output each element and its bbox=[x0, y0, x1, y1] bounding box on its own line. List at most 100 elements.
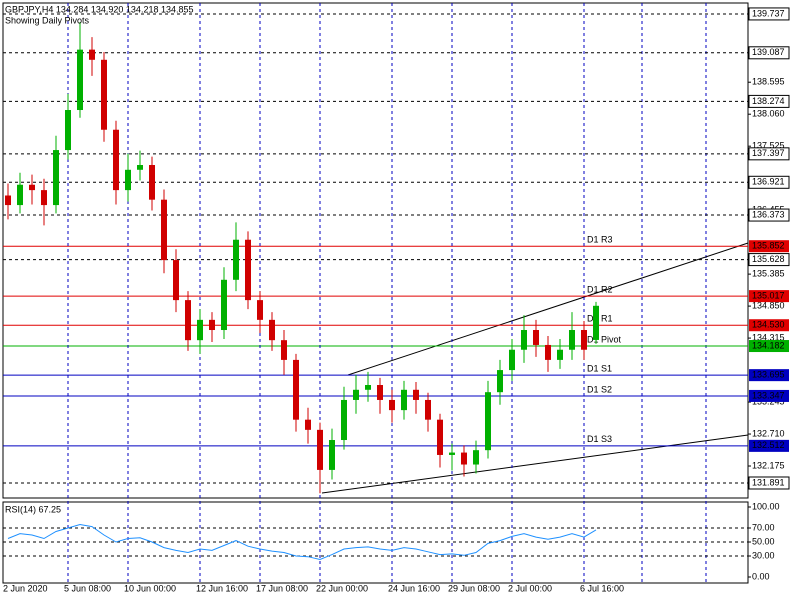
candle-body bbox=[293, 359, 299, 420]
candle-body bbox=[413, 389, 419, 400]
pivot-label: 134.530 bbox=[752, 320, 785, 330]
candle-body bbox=[29, 184, 35, 191]
candle-body bbox=[401, 389, 407, 411]
x-tick-label: 6 Jul 16:00 bbox=[580, 583, 624, 593]
candle-body bbox=[65, 110, 71, 151]
level-label: 131.891 bbox=[752, 477, 785, 487]
y-tick-label: 134.315 bbox=[752, 332, 785, 342]
candle-body bbox=[101, 59, 107, 130]
level-box bbox=[748, 46, 790, 60]
pivot-name: D1 R3 bbox=[587, 235, 613, 245]
level-label: 138.274 bbox=[752, 96, 785, 106]
candle-body bbox=[137, 165, 143, 170]
candle-body bbox=[113, 129, 119, 191]
candle-body bbox=[89, 49, 95, 60]
symbol-line: GBPJPY,H4 134.284 134.920 134.218 134.85… bbox=[5, 4, 194, 14]
level-box bbox=[748, 147, 790, 161]
pivot-name: D1 S3 bbox=[587, 434, 612, 444]
level-label: 135.628 bbox=[752, 254, 785, 264]
candle-body bbox=[245, 239, 251, 301]
candle-body bbox=[305, 419, 311, 430]
candle-body bbox=[509, 349, 515, 371]
candle-body bbox=[569, 330, 575, 350]
candle-body bbox=[221, 279, 227, 331]
y-tick-label: 137.525 bbox=[752, 141, 785, 151]
candle-body bbox=[257, 300, 263, 320]
candle-body bbox=[149, 165, 155, 200]
candle-body bbox=[125, 169, 131, 191]
level-box bbox=[748, 208, 790, 222]
pivot-label: 133.695 bbox=[752, 370, 785, 380]
y-tick-label: 0.00 bbox=[752, 571, 770, 581]
candle-body bbox=[377, 385, 383, 400]
candle-body bbox=[533, 330, 539, 345]
y-tick-label: 134.850 bbox=[752, 300, 785, 310]
candle-body bbox=[389, 399, 395, 411]
level-label: 136.373 bbox=[752, 209, 785, 219]
pivot-box bbox=[749, 369, 789, 382]
y-tick-label: 50.00 bbox=[752, 536, 775, 546]
candle-body bbox=[437, 419, 443, 455]
pivot-label: 135.852 bbox=[752, 241, 785, 251]
candle-body bbox=[5, 195, 11, 206]
level-label: 137.397 bbox=[752, 148, 785, 158]
candle-body bbox=[41, 190, 47, 206]
candle-body bbox=[485, 392, 491, 451]
candle-body bbox=[497, 370, 503, 393]
candle-body bbox=[341, 399, 347, 441]
level-box bbox=[748, 253, 790, 267]
y-tick-label: 132.175 bbox=[752, 460, 785, 470]
candle-body bbox=[77, 49, 83, 111]
y-tick-label: 138.060 bbox=[752, 109, 785, 119]
candle-body bbox=[449, 452, 455, 455]
y-tick-label: 30.00 bbox=[752, 550, 775, 560]
x-tick-label: 12 Jun 16:00 bbox=[196, 583, 248, 593]
candle-body bbox=[425, 399, 431, 420]
level-box bbox=[748, 476, 790, 490]
y-tick-label: 100.00 bbox=[752, 501, 780, 511]
level-box bbox=[748, 175, 790, 189]
pivot-box bbox=[749, 340, 789, 353]
level-label: 136.921 bbox=[752, 177, 785, 187]
x-tick-label: 29 Jun 08:00 bbox=[448, 583, 500, 593]
pivots-note: Showing Daily Pivots bbox=[5, 15, 90, 25]
x-tick-label: 2 Jul 00:00 bbox=[508, 583, 552, 593]
pivot-name: D1 R2 bbox=[587, 284, 613, 294]
y-tick-label: 135.385 bbox=[752, 268, 785, 278]
candle-body bbox=[161, 199, 167, 261]
candle-body bbox=[281, 340, 287, 360]
candle-body bbox=[173, 260, 179, 301]
candle-body bbox=[521, 330, 527, 350]
candle-body bbox=[473, 450, 479, 465]
x-tick-label: 22 Jun 00:00 bbox=[316, 583, 368, 593]
candle-body bbox=[461, 452, 467, 465]
x-tick-label: 24 Jun 16:00 bbox=[388, 583, 440, 593]
price-panel bbox=[2, 2, 749, 499]
pivot-name: D1 Pivot bbox=[587, 334, 622, 344]
level-label: 139.087 bbox=[752, 47, 785, 57]
pivot-label: 135.017 bbox=[752, 290, 785, 300]
pivot-box bbox=[749, 319, 789, 332]
pivot-name: D1 R1 bbox=[587, 314, 613, 324]
x-tick-label: 5 Jun 08:00 bbox=[64, 583, 111, 593]
rsi-line bbox=[7, 523, 597, 561]
candle-body bbox=[329, 440, 335, 470]
candle-body bbox=[317, 429, 323, 470]
x-tick-label: 10 Jun 00:00 bbox=[124, 583, 176, 593]
candle-body bbox=[365, 385, 371, 390]
pivot-box bbox=[749, 389, 789, 402]
candle-body bbox=[581, 330, 587, 350]
candle-body bbox=[53, 150, 59, 206]
pivot-name: D1 S1 bbox=[587, 364, 612, 374]
level-box bbox=[748, 7, 790, 21]
pivot-label: 132.512 bbox=[752, 440, 785, 450]
candle-body bbox=[185, 300, 191, 341]
candle-body bbox=[233, 239, 239, 280]
level-box bbox=[748, 94, 790, 108]
candle-body bbox=[197, 319, 203, 341]
pivot-box bbox=[749, 240, 789, 253]
marks: 138.595138.060137.525136.455135.385134.8… bbox=[3, 3, 790, 593]
trendline bbox=[347, 242, 749, 376]
pivot-label: 133.347 bbox=[752, 390, 785, 400]
